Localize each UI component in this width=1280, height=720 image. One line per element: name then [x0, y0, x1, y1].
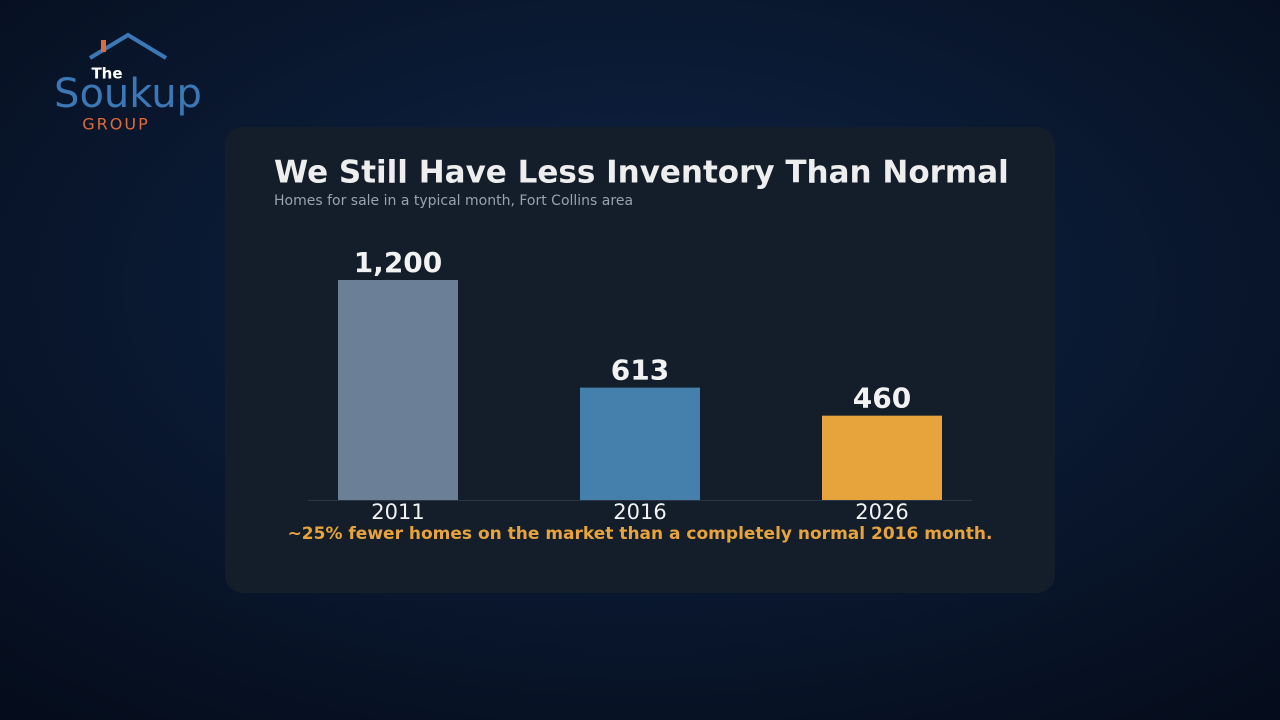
value-label: 613 [611, 354, 669, 387]
x-tick-label: 2016 [613, 500, 666, 524]
logo-chimney [101, 40, 106, 52]
bar [580, 387, 700, 500]
value-label: 460 [853, 382, 911, 415]
chart-title: We Still Have Less Inventory Than Normal [274, 155, 1009, 191]
x-tick-label: 2011 [371, 500, 424, 524]
logo: The Soukup GROUP [54, 32, 202, 134]
chart-subtitle: Homes for sale in a typical month, Fort … [274, 193, 633, 209]
logo-text: GROUP [82, 115, 149, 134]
value-label: 1,200 [354, 246, 443, 279]
logo-text: The [91, 65, 122, 83]
bar [822, 415, 942, 500]
annotation: ~25% fewer homes on the market than a co… [288, 524, 993, 544]
x-tick-label: 2026 [855, 500, 908, 524]
bar [338, 280, 458, 500]
logo-text: Soukup [54, 71, 202, 117]
